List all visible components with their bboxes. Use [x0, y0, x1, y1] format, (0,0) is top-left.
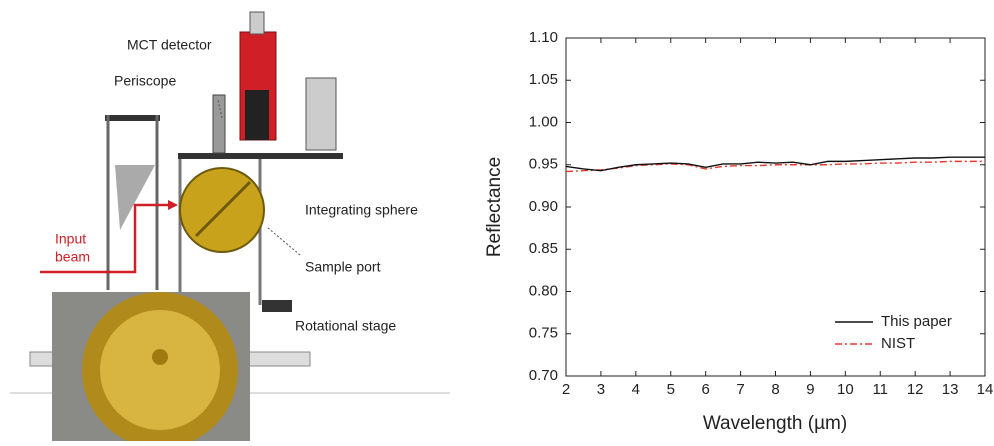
detector-body [245, 90, 269, 140]
tower-top [105, 115, 160, 121]
label: Sample port [305, 259, 381, 275]
x-tick-label: 7 [736, 381, 744, 398]
y-tick-label: 0.80 [529, 282, 558, 299]
series-line [565, 156, 985, 172]
setup-diagram: MCT detector Periscope Integrating spher… [10, 11, 450, 446]
photo-port [152, 349, 168, 365]
x-tick-label: 9 [806, 381, 814, 398]
y-tick-label: 1.10 [529, 29, 558, 46]
x-axis-label: Wavelength (µm) [703, 413, 847, 434]
periscope [212, 94, 226, 154]
x-tick-label: 8 [771, 381, 779, 398]
legend-label: NIST [881, 335, 915, 352]
x-tick-label: 13 [942, 381, 959, 398]
x-tick-label: 5 [667, 381, 675, 398]
y-tick-label: 0.95 [529, 156, 558, 173]
stage [262, 300, 292, 312]
beam-path [40, 203, 172, 274]
y-tick-label: 0.75 [529, 325, 558, 342]
pointer [267, 227, 301, 256]
x-tick-label: 12 [907, 381, 924, 398]
label: Input [55, 231, 86, 247]
x-tick-label: 4 [632, 381, 640, 398]
photo-sphere-inner [100, 310, 220, 430]
series-line [565, 160, 985, 173]
label: beam [55, 249, 90, 265]
y-tick-label: 1.00 [529, 113, 558, 130]
periscope-mirror [115, 165, 155, 230]
y-tick-label: 0.70 [529, 367, 558, 384]
x-tick-label: 6 [701, 381, 709, 398]
x-tick-label: 14 [977, 381, 994, 398]
x-tick-label: 2 [562, 381, 570, 398]
pointer [217, 99, 223, 119]
beam-arrow [168, 200, 178, 210]
legend-label: This paper [881, 313, 952, 330]
detector-cap [249, 11, 265, 35]
y-tick-label: 0.85 [529, 240, 558, 257]
label: Rotational stage [295, 318, 396, 334]
y-axis-label: Reflectance [484, 157, 505, 257]
chart: Wavelength (µm) Reflectance 0.70 0.75 0.80… [484, 29, 993, 434]
label: Integrating sphere [305, 202, 418, 218]
y-tick-label: 1.05 [529, 71, 558, 88]
y-tick-label: 0.90 [529, 198, 558, 215]
x-tick-label: 11 [872, 381, 888, 398]
x-tick-label: 3 [597, 381, 605, 398]
table-top [178, 153, 343, 159]
label: Periscope [114, 73, 176, 89]
sphere-seam [194, 180, 252, 238]
label: MCT detector [127, 37, 212, 53]
side-box [305, 77, 337, 151]
x-tick-label: 10 [837, 381, 854, 398]
